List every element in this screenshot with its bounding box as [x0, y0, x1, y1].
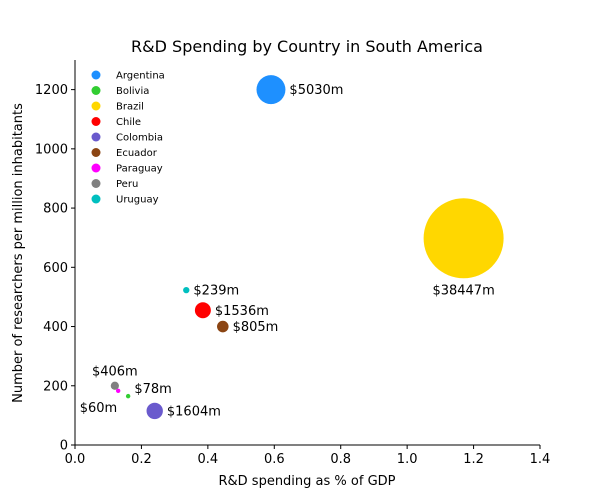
bubble-ecuador [217, 320, 229, 333]
x-tick-label: 1.2 [463, 452, 484, 467]
bubble-paraguay [115, 388, 121, 394]
x-tick-label: 0.4 [198, 452, 219, 467]
x-axis: 0.0 0.2 0.4 0.6 0.8 1.0 1.2 1.4 [65, 444, 551, 467]
legend-marker-bolivia [91, 86, 101, 95]
x-tick-label: 1.0 [397, 452, 418, 467]
legend-label-peru: Peru [116, 179, 138, 190]
bubble-label-paraguay: $60m [80, 401, 117, 416]
x-axis-label: R&D spending as % of GDP [218, 474, 395, 489]
x-tick-label: 0.0 [65, 452, 86, 467]
legend: Argentina Bolivia Brazil Chile Colombia Ecuad… [91, 70, 165, 206]
bubble-label-chile: $1536m [215, 304, 269, 319]
bubble-label-ecuador: $805m [233, 320, 279, 335]
legend-label-ecuador: Ecuador [116, 148, 158, 159]
legend-label-brazil: Brazil [116, 102, 144, 113]
legend-marker-brazil [91, 101, 101, 111]
y-axis-label: Number of researchers per million inhabi… [11, 103, 26, 403]
y-tick-label: 0 [60, 439, 68, 454]
x-tick-label: 0.2 [131, 452, 152, 467]
legend-marker-uruguay [91, 194, 101, 204]
bubbles [110, 75, 504, 420]
legend-label-uruguay: Uruguay [116, 195, 159, 206]
legend-label-argentina: Argentina [116, 71, 165, 82]
y-tick-label: 1000 [35, 142, 68, 157]
bubble-labels: $5030m $78m $38447m $1536m $1604m $805m $60m $4… [80, 83, 495, 419]
legend-marker-argentina [91, 70, 101, 80]
bubble-brazil [423, 198, 504, 279]
y-tick-label: 600 [43, 261, 68, 276]
bubble-bolivia [125, 393, 131, 399]
legend-marker-peru [91, 179, 101, 188]
legend-label-paraguay: Paraguay [116, 164, 163, 175]
legend-marker-colombia [91, 132, 101, 142]
x-tick-label: 0.6 [264, 452, 285, 467]
bubble-label-uruguay: $239m [193, 284, 239, 299]
x-tick-label: 0.8 [330, 452, 351, 467]
y-tick-label: 1200 [35, 83, 68, 98]
bubble-label-colombia: $1604m [167, 404, 221, 419]
y-tick-label: 200 [43, 379, 68, 394]
bubble-argentina [256, 75, 286, 105]
bubble-chile [194, 302, 211, 319]
legend-marker-chile [91, 117, 101, 126]
y-axis: 0 200 400 600 800 1000 1200 [35, 60, 76, 454]
bubble-label-peru: $406m [92, 365, 138, 380]
legend-label-chile: Chile [116, 117, 141, 128]
legend-label-bolivia: Bolivia [116, 86, 149, 97]
bubble-colombia [146, 402, 163, 420]
legend-label-colombia: Colombia [116, 133, 163, 144]
bubble-label-brazil: $38447m [432, 283, 494, 298]
y-tick-label: 800 [43, 202, 68, 217]
y-tick-label: 400 [43, 320, 68, 335]
bubble-label-bolivia: $78m [134, 382, 171, 397]
x-tick-label: 1.4 [530, 452, 551, 467]
legend-marker-ecuador [91, 148, 101, 157]
bubble-peru [110, 381, 119, 390]
bubble-label-argentina: $5030m [289, 83, 343, 98]
legend-marker-paraguay [91, 163, 101, 173]
chart-title: R&D Spending by Country in South America [131, 37, 483, 56]
bubble-uruguay [183, 286, 190, 294]
